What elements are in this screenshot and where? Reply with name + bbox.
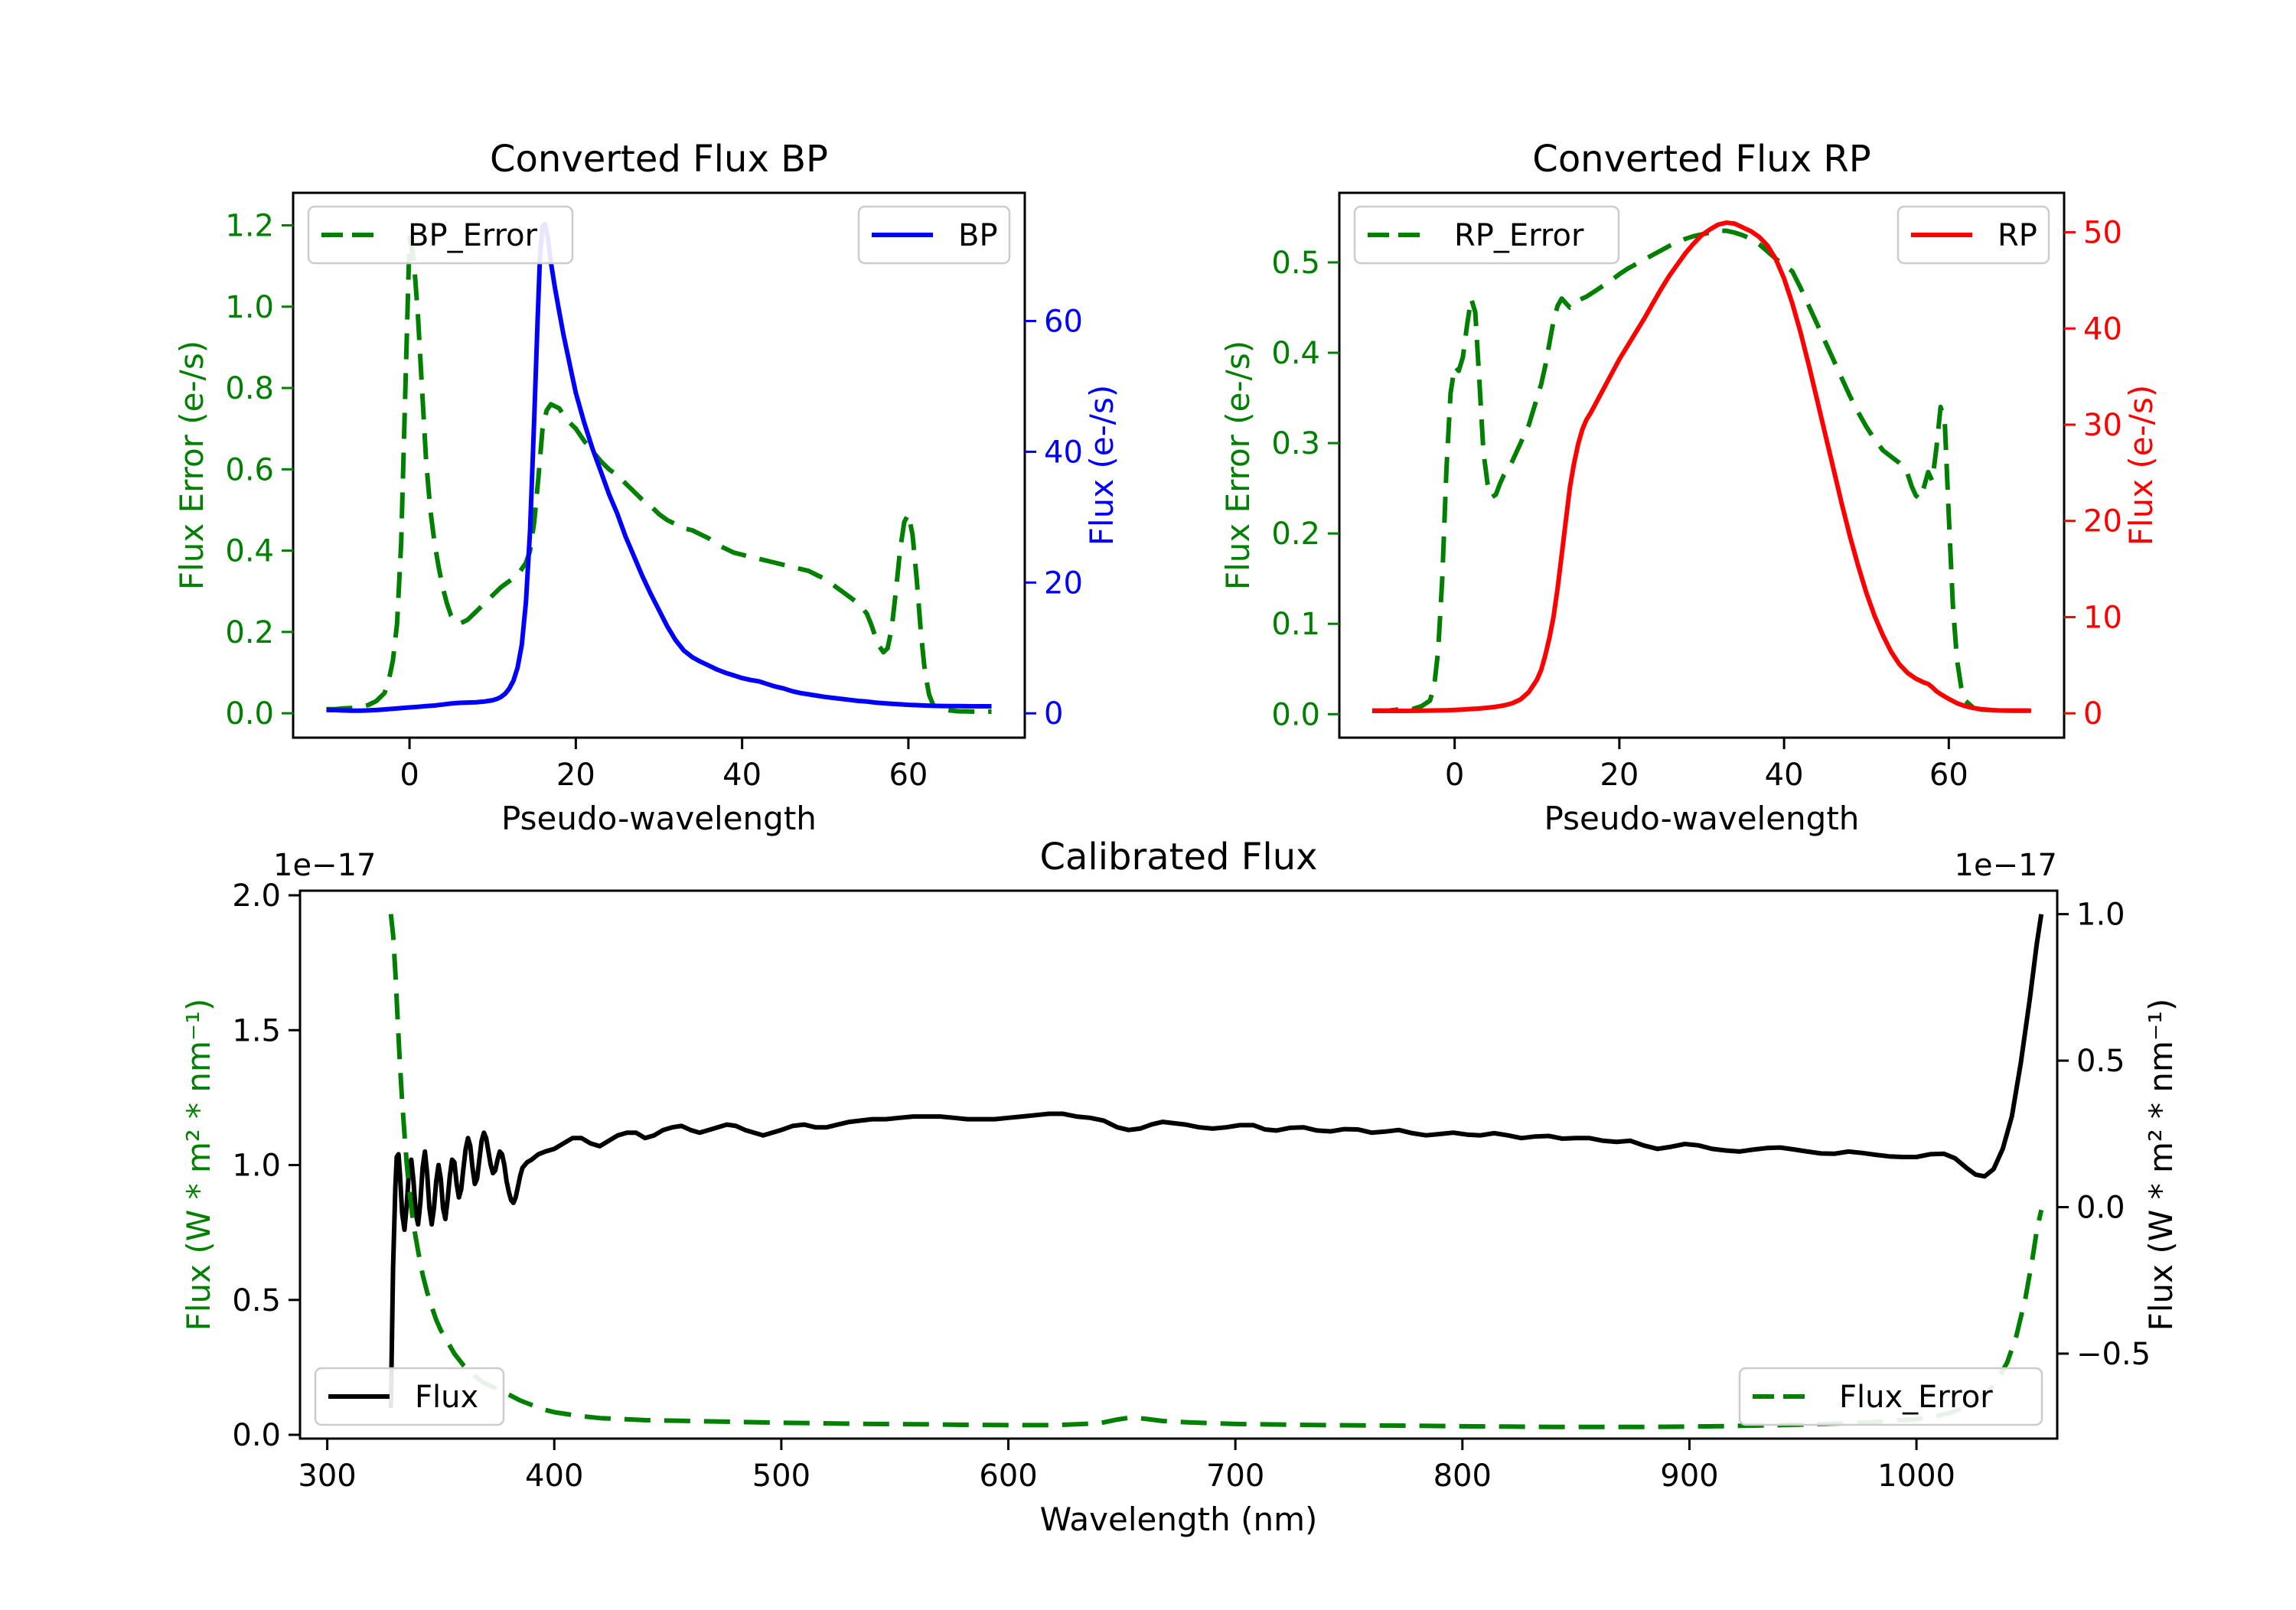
left-y-tick-label: 0.2	[225, 615, 274, 650]
left-y-tick-label: 0.0	[225, 696, 274, 732]
x-tick-label: 800	[1433, 1458, 1492, 1494]
x-tick-label: 60	[889, 758, 928, 793]
right-y-tick-label: 10	[2083, 600, 2122, 635]
legend-label-BP: BP	[958, 218, 998, 253]
right-y-tick-label: 40	[1044, 435, 1083, 470]
calibrated-left-offset-text: 1e−17	[273, 848, 376, 883]
calibrated-left-ylabel: Flux (W * m² * nm⁻¹)	[180, 999, 217, 1331]
legend-label-RP_Error: RP_Error	[1454, 218, 1584, 253]
x-tick-label: 20	[556, 758, 595, 793]
bp-title: Converted Flux BP	[490, 138, 828, 181]
left-y-tick-label: 0.5	[232, 1283, 281, 1318]
left-y-tick-label: 0.3	[1271, 426, 1320, 461]
legend-label-BP_Error: BP_Error	[408, 218, 538, 253]
rp-title: Converted Flux RP	[1532, 138, 1870, 181]
rp-axes-frame	[1338, 191, 2066, 739]
right-y-tick-label: 0.0	[2076, 1191, 2125, 1226]
left-y-tick-label: 1.5	[232, 1013, 281, 1048]
chart-calibrated: 300 400 500 600 700 800 900 1000 Wavelength (nm)…	[180, 836, 2180, 1538]
legend-box-Flux_Error	[1738, 1367, 2043, 1426]
series-BP	[326, 222, 992, 713]
right-y-tick-label: 40	[2083, 311, 2122, 347]
left-y-tick-label: 0.8	[225, 371, 274, 406]
x-tick-label: 700	[1206, 1458, 1264, 1494]
x-tick-label: 600	[979, 1458, 1037, 1494]
left-y-tick-label: 0.4	[1271, 336, 1320, 371]
series-Flux	[388, 914, 2044, 1408]
x-tick-label: 20	[1600, 758, 1639, 793]
x-tick-label: 300	[298, 1458, 356, 1494]
calibrated-title: Calibrated Flux	[1039, 836, 1317, 878]
calibrated-axes-frame	[298, 889, 2059, 1440]
left-y-tick-label: 0.5	[1271, 246, 1320, 281]
chart-rp: 0 20 40 60 Pseudo-wavelength 0.0 0.1 0.2 0.3 0.4 0…	[1219, 138, 2160, 837]
right-y-tick-label: 20	[2083, 504, 2122, 539]
right-y-tick-label: 20	[1044, 565, 1083, 601]
legend-box-Flux	[314, 1367, 505, 1426]
x-tick-label: 0	[1445, 758, 1464, 793]
left-y-tick-label: 0.0	[232, 1418, 281, 1453]
legend-box-RP_Error	[1353, 205, 1620, 265]
left-y-tick-label: 0.1	[1271, 607, 1320, 642]
right-y-tick-label: 0	[2083, 696, 2102, 732]
x-tick-label: 500	[752, 1458, 810, 1494]
x-tick-label: 1000	[1877, 1458, 1955, 1494]
x-tick-label: 40	[1765, 758, 1804, 793]
legend-label-RP: RP	[1998, 218, 2037, 253]
legend-label-Flux: Flux	[415, 1380, 478, 1415]
calibrated-right-offset-text: 1e−17	[1955, 848, 2057, 883]
x-tick-label: 60	[1929, 758, 1968, 793]
calibrated-right-ylabel: Flux (W * m² * nm⁻¹)	[2142, 999, 2180, 1331]
series-RP_Error	[1372, 228, 2031, 713]
left-y-tick-label: 0.6	[225, 452, 274, 487]
left-y-tick-label: 1.2	[225, 209, 274, 244]
chart-bp: 0 20 40 60 Pseudo-wavelength 0.0 0.2 0.4 0.6 0.8 1…	[173, 138, 1120, 837]
calibrated-xlabel: Wavelength (nm)	[1040, 1501, 1318, 1538]
left-y-tick-label: 2.0	[232, 878, 281, 914]
bp-axes-frame	[292, 191, 1026, 739]
left-y-tick-label: 0.2	[1271, 517, 1320, 552]
legend-box-BP	[857, 205, 1011, 265]
rp-left-ylabel: Flux Error (e-/s)	[1219, 341, 1257, 590]
right-y-tick-label: 1.0	[2076, 898, 2125, 933]
left-y-tick-label: 1.0	[232, 1149, 281, 1184]
series-BP_Error	[326, 235, 992, 714]
right-y-tick-label: 60	[1044, 304, 1083, 339]
legend-label-Flux_Error: Flux_Error	[1839, 1380, 1993, 1415]
right-y-tick-label: −0.5	[2076, 1337, 2151, 1372]
left-y-tick-label: 0.4	[225, 534, 274, 569]
x-tick-label: 0	[400, 758, 419, 793]
bp-right-ylabel: Flux (e-/s)	[1083, 385, 1120, 546]
x-tick-label: 900	[1660, 1458, 1718, 1494]
bp-left-ylabel: Flux Error (e-/s)	[173, 341, 210, 590]
bp-xlabel: Pseudo-wavelength	[501, 800, 817, 837]
series-Flux_Error	[388, 914, 2044, 1429]
right-y-tick-label: 30	[2083, 408, 2122, 443]
rp-xlabel: Pseudo-wavelength	[1544, 800, 1860, 837]
legend-box-RP	[1896, 205, 2050, 265]
right-y-tick-label: 0	[1044, 696, 1063, 732]
left-y-tick-label: 1.0	[225, 290, 274, 325]
rp-right-ylabel: Flux (e-/s)	[2122, 385, 2160, 546]
legend-box-BP_Error	[307, 205, 574, 265]
x-tick-label: 40	[722, 758, 762, 793]
x-tick-label: 400	[525, 1458, 583, 1494]
series-RP	[1372, 220, 2031, 713]
right-y-tick-label: 0.5	[2076, 1044, 2125, 1079]
left-y-tick-label: 0.0	[1271, 697, 1320, 732]
right-y-tick-label: 50	[2083, 216, 2122, 251]
